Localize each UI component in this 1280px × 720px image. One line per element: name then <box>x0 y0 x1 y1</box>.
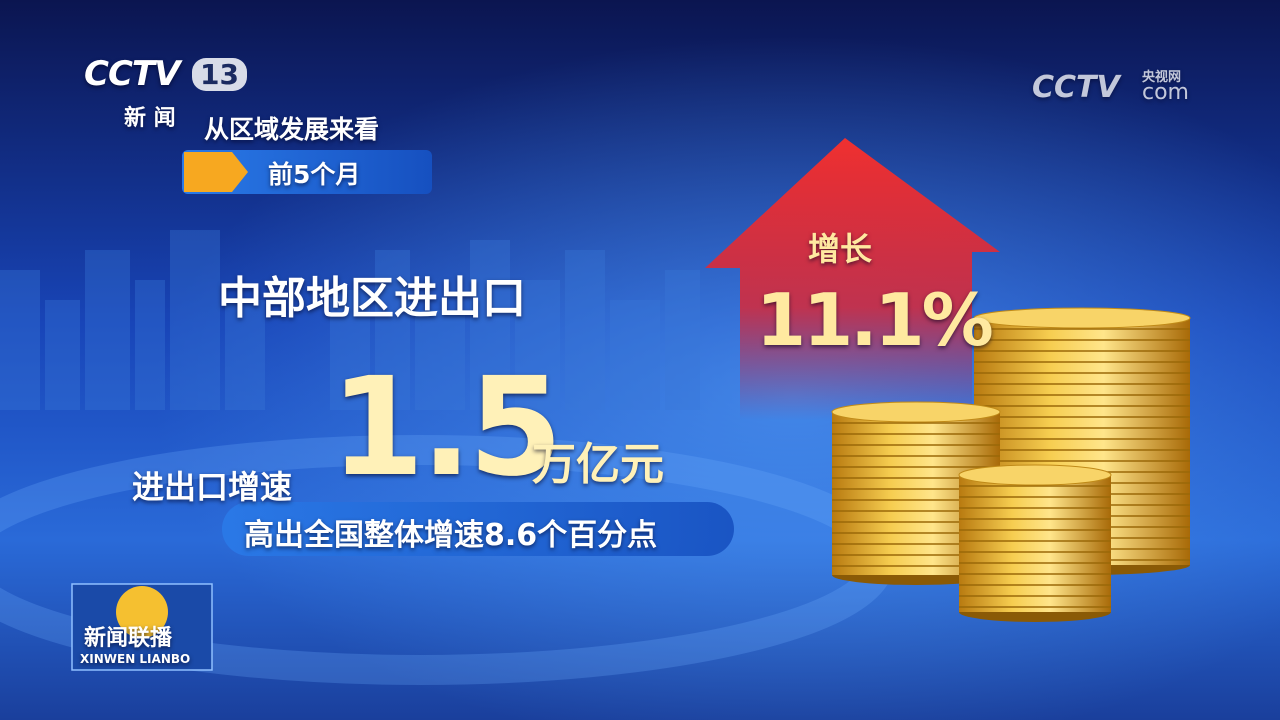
program-globe <box>116 586 168 638</box>
up-arrow <box>705 138 1000 420</box>
arrow-value: 11.1% <box>756 278 994 362</box>
period-tag <box>184 152 248 192</box>
header-period: 前5个月 <box>268 160 361 189</box>
arrow-label: 增长 <box>808 230 873 268</box>
watermark-brand: CCTV <box>1032 70 1120 105</box>
watermark-domain: com <box>1142 80 1189 105</box>
unit: 万亿元 <box>532 439 664 490</box>
coin <box>959 475 1111 612</box>
channel-sub: 新 闻 <box>124 106 176 131</box>
program-pinyin: XINWEN LIANBO <box>80 652 191 666</box>
watermark-site: 央视网 <box>1142 70 1182 85</box>
header-title: 从区域发展来看 <box>204 115 380 144</box>
channel-number: 13 <box>192 58 247 91</box>
coins <box>831 307 1191 622</box>
coin <box>958 464 1112 486</box>
growth-label: 进出口增速 <box>132 468 293 506</box>
note: 高出全国整体增速8.6个百分点 <box>244 518 658 553</box>
skyline <box>0 230 700 410</box>
channel-brand: CCTV <box>84 54 180 94</box>
subject: 中部地区进出口 <box>218 273 526 324</box>
period-bar <box>182 150 432 194</box>
coin <box>973 307 1191 329</box>
note-bar <box>222 502 734 556</box>
value: 1.5 <box>330 349 563 507</box>
coin <box>831 401 1001 423</box>
program-name: 新闻联播 <box>84 626 173 651</box>
